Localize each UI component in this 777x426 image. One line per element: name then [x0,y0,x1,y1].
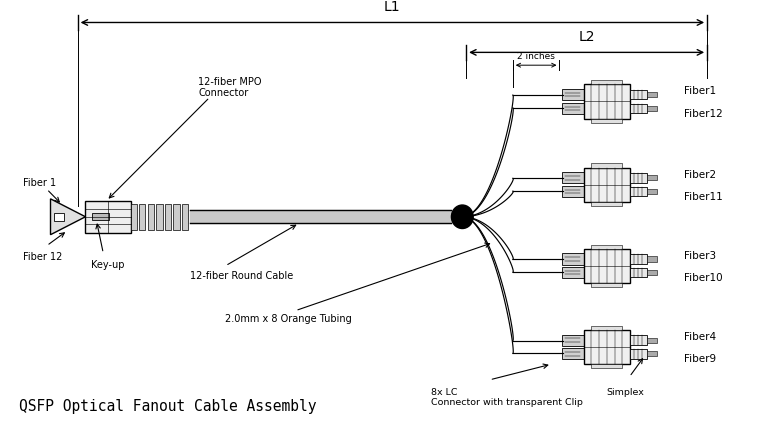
Text: Fiber 1: Fiber 1 [23,178,57,187]
Bar [562,104,584,115]
Bar [584,168,630,202]
Bar [148,204,154,230]
Bar [647,338,657,343]
Text: Fiber12: Fiber12 [684,108,723,118]
Bar [562,90,584,101]
Text: Fiber 12: Fiber 12 [23,251,63,261]
Text: Fiber4: Fiber4 [684,331,716,341]
Ellipse shape [451,205,473,229]
Bar [562,187,584,198]
Bar [630,104,647,114]
Bar [591,283,622,288]
Bar [630,349,647,359]
Bar [584,249,630,283]
Bar [591,164,622,168]
Bar [647,190,657,195]
Text: Fiber3: Fiber3 [684,250,716,260]
Bar [630,336,647,345]
Bar [647,106,657,112]
Bar [647,93,657,98]
Bar [591,119,622,124]
Text: Simplex: Simplex [606,387,644,396]
Bar [630,91,647,100]
Text: L1: L1 [384,0,401,14]
Bar [647,176,657,181]
Bar [584,85,630,119]
Text: 2.0mm x 8 Orange Tubing: 2.0mm x 8 Orange Tubing [225,313,352,323]
Text: Fiber11: Fiber11 [684,191,723,201]
Bar [591,245,622,249]
Bar [647,351,657,357]
Bar [562,348,584,360]
Bar [591,326,622,330]
Bar [647,257,657,262]
Bar [131,204,137,230]
Bar [85,201,131,233]
Bar [630,174,647,183]
Bar [562,335,584,346]
Bar [562,268,584,279]
Text: L2: L2 [578,30,595,44]
Bar [584,330,630,364]
Bar [165,204,171,230]
Bar [173,204,179,230]
Bar [562,254,584,265]
Text: 8x LC
Connector with transparent Clip: 8x LC Connector with transparent Clip [431,387,583,406]
Bar [630,187,647,197]
Bar [156,204,162,230]
Bar [562,173,584,184]
Bar [647,271,657,276]
Bar [139,204,145,230]
Text: Fiber1: Fiber1 [684,86,716,96]
Bar [182,204,188,230]
Bar [591,202,622,207]
Bar [54,213,64,222]
Text: Fiber10: Fiber10 [684,272,723,282]
Bar [630,255,647,264]
Text: Fiber2: Fiber2 [684,169,716,179]
Bar [591,364,622,368]
Text: 12-fiber Round Cable: 12-fiber Round Cable [190,271,294,280]
Bar [92,214,109,221]
Bar [630,268,647,278]
Text: QSFP Optical Fanout Cable Assembly: QSFP Optical Fanout Cable Assembly [19,398,317,413]
Text: 12-fiber MPO
Connector: 12-fiber MPO Connector [198,76,262,98]
Text: Key-up: Key-up [91,259,124,269]
Text: Fiber9: Fiber9 [684,353,716,363]
Polygon shape [51,199,85,235]
Text: 2 inches: 2 inches [517,52,555,60]
Bar [591,81,622,85]
